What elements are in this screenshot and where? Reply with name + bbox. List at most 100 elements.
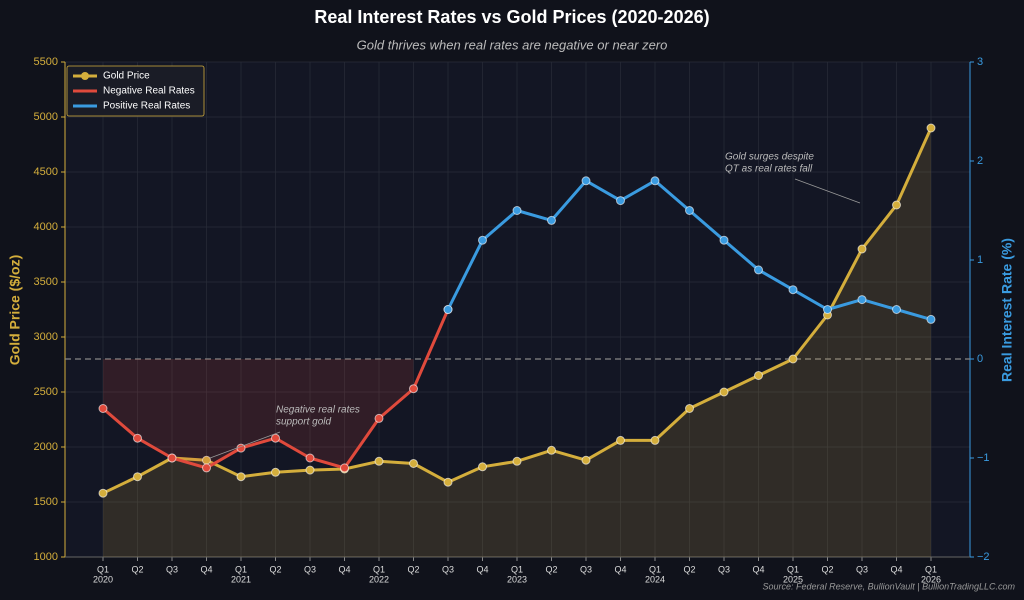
point [340,463,349,473]
y2-axis-label: Real Interest Rate (%) [999,238,1015,382]
point [202,463,211,473]
annotation-arrow [794,178,861,204]
point [892,305,901,314]
legend-box [66,65,205,117]
point [823,305,832,314]
y-tick-label: 4000 [34,221,58,233]
x-tick-label: Q3 [166,564,178,574]
point [133,433,142,443]
point [409,459,418,468]
point [719,387,729,397]
source-note: Source: Federal Reserve, BullionVault | … [763,581,1016,591]
point [581,455,591,465]
point [478,462,487,472]
point [305,453,315,463]
x-tick-label: Q4 [890,564,902,574]
point [892,200,901,210]
y-tick-label: 5500 [34,56,58,68]
x-year-label: 2022 [369,574,389,584]
y2-tick-label: −2 [977,551,990,563]
x-tick-label: Q4 [200,564,212,574]
x-tick-label: Q1 [511,564,523,574]
legend-label: Positive Real Rates [103,101,190,112]
x-tick-label: Q3 [856,564,868,574]
point [788,285,798,295]
y-tick-label: 4500 [34,166,58,178]
point [443,477,453,487]
point [685,206,694,215]
y-tick-label: 1500 [34,496,58,508]
point [98,488,108,498]
point [616,196,625,206]
point [236,472,246,482]
legend-label: Gold Price [103,71,150,82]
point [719,235,729,245]
point [374,413,384,423]
point [616,435,625,445]
point [926,123,936,133]
point [443,305,453,314]
point [305,465,315,475]
legend-marker [81,72,89,80]
point [650,176,660,186]
x-tick-label: Q4 [476,564,488,574]
point [167,453,177,463]
negative-shade [103,359,414,468]
x-tick-label: Q2 [407,564,419,574]
x-tick-label: Q4 [752,564,764,574]
point [926,314,936,324]
legend-label: Negative Real Rates [103,86,195,97]
x-tick-label: Q1 [787,564,799,574]
annotation: Negative real rates [276,405,360,416]
x-tick-label: Q1 [97,564,109,574]
point [581,176,591,186]
x-tick-label: Q2 [545,564,557,574]
annotation: Gold surges despite [725,152,814,163]
x-tick-label: Q1 [649,564,661,574]
point [478,235,487,245]
x-tick-label: Q4 [614,564,626,574]
x-tick-label: Q2 [683,564,695,574]
point [374,456,384,466]
point [754,265,763,275]
point [512,456,522,466]
x-tick-label: Q1 [925,564,937,574]
x-tick-label: Q1 [235,564,247,574]
x-year-label: 2023 [507,574,527,584]
x-year-label: 2020 [93,574,113,584]
chart-subtitle: Gold thrives when real rates are negativ… [357,37,668,52]
point [788,354,798,364]
annotation-arrow [209,431,281,459]
point [271,467,280,477]
point [133,472,142,482]
y2-tick-label: 1 [977,254,983,266]
point [857,244,867,254]
x-tick-label: Q1 [373,564,385,574]
x-tick-label: Q3 [304,564,316,574]
point [754,371,763,380]
y2-tick-label: −1 [977,452,990,464]
x-year-label: 2024 [645,574,665,584]
x-year-label: 2021 [231,574,251,584]
chart-title: Real Interest Rates vs Gold Prices (2020… [314,7,709,27]
y-axis-label: Gold Price ($/oz) [7,255,23,365]
point [547,215,556,225]
x-year-label: 2026 [921,574,941,584]
y2-tick-label: 2 [977,155,983,167]
x-tick-label: Q4 [338,564,350,574]
y-tick-label: 3500 [34,276,58,288]
annotation: support gold [276,417,331,428]
x-tick-label: Q3 [442,564,454,574]
y-tick-label: 1000 [34,551,58,563]
point [685,404,694,413]
y-tick-label: 2000 [34,441,58,453]
point [650,435,660,445]
x-tick-label: Q2 [821,564,833,574]
x-tick-label: Q2 [269,564,281,574]
point [271,433,280,443]
y-tick-label: 5000 [34,111,58,123]
y2-tick-label: 0 [977,353,983,365]
point [512,206,522,215]
point [547,445,556,455]
x-tick-label: Q2 [131,564,143,574]
